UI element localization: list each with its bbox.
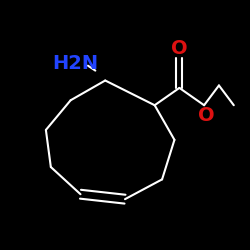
- Text: O: O: [171, 39, 188, 58]
- Text: O: O: [198, 106, 215, 124]
- Text: H2N: H2N: [52, 54, 98, 73]
